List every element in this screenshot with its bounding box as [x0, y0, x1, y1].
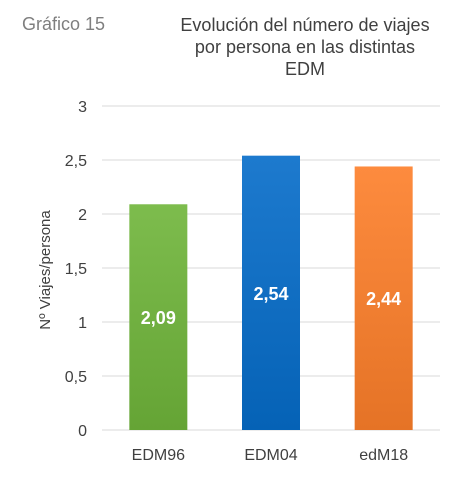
- y-axis-title: Nº Viajes/persona: [37, 210, 54, 330]
- y-axis-ticks: 0 0,5 1 1,5 2 2,5 3: [65, 99, 87, 440]
- y-tick-label: 1,5: [65, 261, 87, 278]
- y-tick-label: 0,5: [65, 369, 87, 386]
- chart-title-line-1: Evolución del número de viajes: [180, 15, 430, 35]
- chart-title-line-2: por persona en las distintas: [194, 37, 416, 57]
- x-category-label: EDM96: [132, 447, 185, 464]
- y-tick-label: 3: [78, 99, 87, 116]
- chart-title: Evolución del número de viajes por perso…: [160, 14, 450, 80]
- x-axis-categories: EDM96 EDM04 edM18: [132, 447, 409, 464]
- value-label-edm04: 2,54: [253, 284, 288, 304]
- figure-label: Gráfico 15: [22, 14, 106, 34]
- x-category-label: edM18: [359, 447, 408, 464]
- bar-edm04: [242, 155, 300, 430]
- y-tick-label: 2: [78, 207, 87, 224]
- x-category-label: EDM04: [244, 447, 297, 464]
- value-labels: 2,09 2,54 2,44: [141, 284, 401, 328]
- bar-edm96: [129, 204, 188, 430]
- y-tick-label: 2,5: [65, 153, 87, 170]
- value-label-edm96: 2,09: [141, 308, 176, 328]
- value-label-edm18: 2,44: [366, 289, 401, 309]
- bar-edm18: [354, 166, 413, 431]
- y-tick-label: 1: [78, 315, 87, 332]
- chart-title-line-3: EDM: [285, 59, 325, 79]
- bars: [129, 155, 413, 431]
- y-tick-label: 0: [78, 423, 87, 440]
